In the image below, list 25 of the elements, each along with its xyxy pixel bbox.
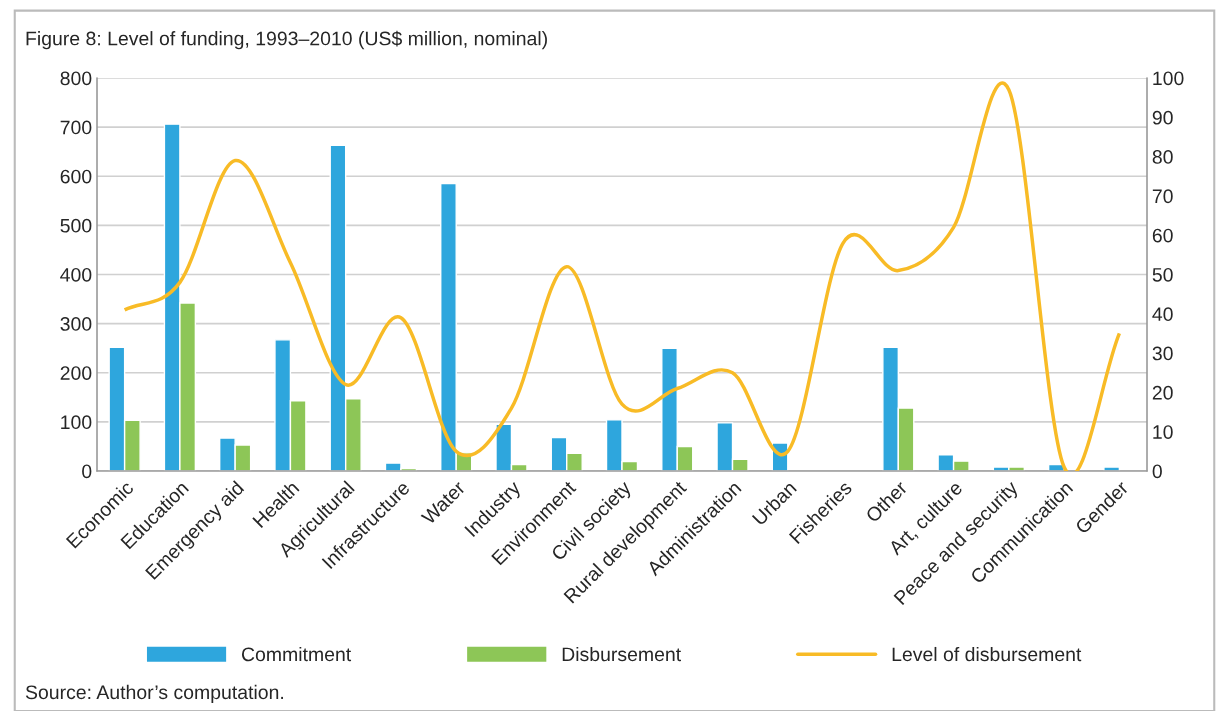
y-tick-label: 800 <box>60 71 92 86</box>
y2-tick-label: 100 <box>1153 71 1184 86</box>
y2-tick-label: 80 <box>1152 150 1173 164</box>
source-note: Source: Author’s computation. <box>25 684 284 703</box>
y2-tick-label: 90 <box>1152 110 1173 125</box>
y-tick-label: 200 <box>60 366 92 380</box>
y-tick-label: 700 <box>60 120 92 135</box>
legend-label: Level of disbursement <box>892 646 1082 662</box>
y-tick-label: 500 <box>60 218 92 233</box>
chart-title: Figure 8: Level of funding, 1993–2010 (US$ million, nominal) <box>26 30 547 50</box>
y-tick-label: 300 <box>60 317 92 331</box>
y2-tick-label: 70 <box>1152 189 1173 204</box>
y2-tick-label: 30 <box>1152 346 1173 361</box>
y2-tick-label: 20 <box>1152 385 1173 400</box>
y-tick-label: 600 <box>60 169 92 184</box>
y-tick-label: 400 <box>60 267 92 282</box>
y2-tick-label: 40 <box>1152 307 1173 322</box>
y2-tick-label: 10 <box>1153 425 1173 439</box>
legend-label: Disbursement <box>562 646 681 662</box>
y-tick-label: 100 <box>61 415 92 430</box>
legend-label: Commitment <box>241 646 352 662</box>
y-tick-label: 0 <box>82 464 92 479</box>
y2-tick-label: 0 <box>1152 464 1162 479</box>
y2-tick-label: 50 <box>1152 267 1173 282</box>
y2-tick-label: 60 <box>1152 228 1173 243</box>
